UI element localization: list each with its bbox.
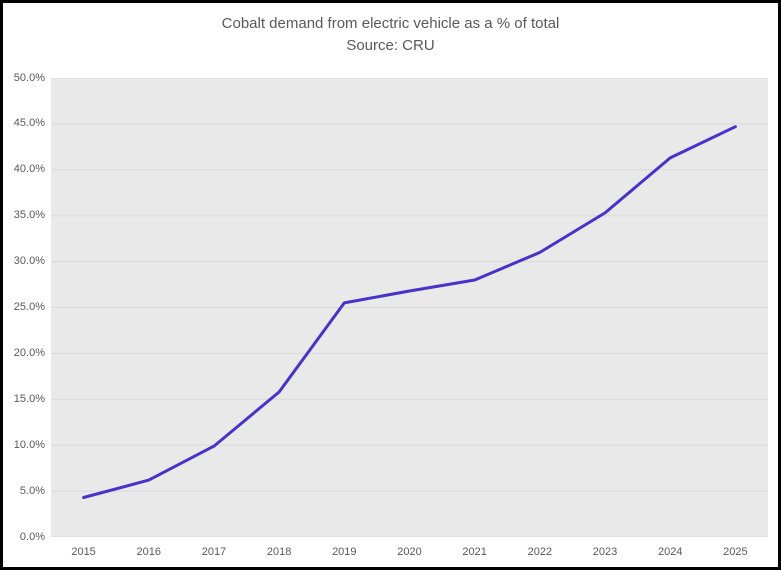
x-axis-label: 2016 <box>136 546 161 558</box>
y-axis-label: 15.0% <box>13 392 45 405</box>
x-axis-label: 2022 <box>527 546 553 558</box>
x-axis-label: 2018 <box>266 546 292 558</box>
y-axis-label: 40.0% <box>13 163 45 176</box>
x-axis-label: 2024 <box>657 546 683 558</box>
y-axis-label: 30.0% <box>13 255 45 268</box>
y-axis-label: 5.0% <box>19 484 45 497</box>
plot-area <box>51 78 768 537</box>
x-axis-label: 2019 <box>332 546 357 558</box>
y-axis-label: 35.0% <box>13 209 45 222</box>
x-axis-label: 2023 <box>592 546 618 558</box>
chart-title-block: Cobalt demand from electric vehicle as a… <box>3 13 778 57</box>
y-axis-label: 10.0% <box>13 438 45 451</box>
chart-title: Cobalt demand from electric vehicle as a… <box>221 15 560 32</box>
x-axis-label: 2020 <box>397 546 422 558</box>
x-axis-label: 2017 <box>201 546 227 558</box>
y-axis-label: 0.0% <box>19 530 45 543</box>
series-line <box>82 125 737 499</box>
y-axis-label: 20.0% <box>13 346 45 359</box>
y-axis-label: 50.0% <box>13 71 45 84</box>
y-axis-label: 25.0% <box>13 301 45 313</box>
chart-subtitle: Source: CRU <box>346 37 435 54</box>
x-axis-label: 2025 <box>723 546 748 558</box>
x-axis-label: 2021 <box>462 546 487 558</box>
y-axis-label: 45.0% <box>13 117 45 130</box>
x-axis-label: 2015 <box>71 546 96 558</box>
